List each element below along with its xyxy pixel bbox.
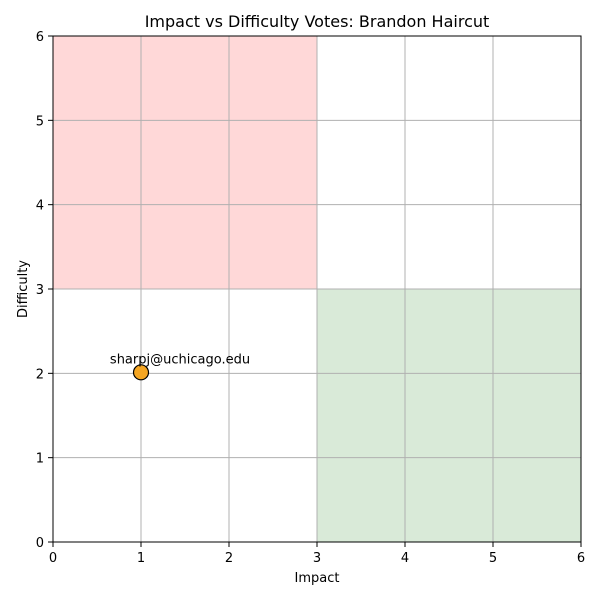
data-points: sharpj@uchicago.edu — [110, 352, 250, 381]
y-tick-label: 1 — [36, 452, 44, 467]
x-tick-label: 1 — [137, 551, 145, 566]
x-tick-label: 0 — [49, 551, 57, 566]
shaded-region-2 — [317, 289, 581, 542]
y-axis-title: Difficulty — [16, 260, 31, 318]
y-tick-label: 2 — [36, 367, 44, 382]
y-tick-label: 3 — [36, 283, 44, 298]
y-tick-label: 5 — [36, 114, 44, 129]
y-tick-label: 6 — [36, 30, 44, 45]
x-axis-title: Impact — [295, 571, 340, 586]
shaded-region-1 — [53, 36, 317, 289]
vote-point — [132, 364, 150, 381]
x-tick-label: 6 — [577, 551, 585, 566]
x-tick-label: 4 — [401, 551, 409, 566]
axis-ticks: 0 1 2 3 4 5 6 0 1 2 3 4 5 6 — [36, 30, 585, 566]
x-tick-label: 3 — [313, 551, 321, 566]
quadrant-regions — [53, 36, 581, 542]
x-tick-label: 2 — [225, 551, 233, 566]
y-tick-label: 0 — [36, 536, 44, 551]
chart-title: Impact vs Difficulty Votes: Brandon Hair… — [145, 12, 490, 31]
y-tick-label: 4 — [36, 199, 44, 214]
x-tick-label: 5 — [489, 551, 497, 566]
vote-point-label: sharpj@uchicago.edu — [110, 352, 250, 367]
